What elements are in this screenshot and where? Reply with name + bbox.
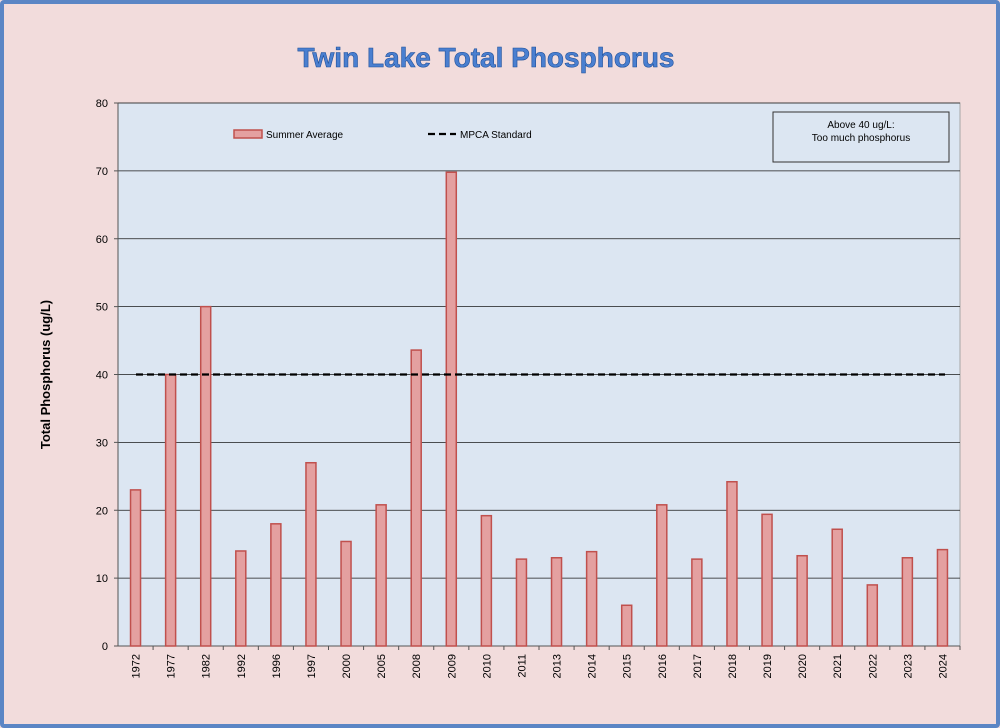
x-tick-label: 1982 bbox=[201, 654, 213, 678]
bar-2018 bbox=[726, 480, 738, 647]
y-tick-label: 0 bbox=[102, 641, 108, 653]
x-tick-label: 2024 bbox=[937, 654, 949, 678]
bar-2010 bbox=[480, 514, 493, 647]
x-tick-label: 2020 bbox=[797, 654, 809, 678]
bar-2016 bbox=[656, 504, 668, 647]
x-tick-label: 1977 bbox=[166, 654, 178, 678]
bar-2021 bbox=[831, 528, 843, 647]
y-tick-label: 40 bbox=[96, 370, 108, 382]
bar-2011 bbox=[515, 558, 528, 647]
bar-2017 bbox=[691, 558, 703, 647]
legend-swatch-summer-average bbox=[233, 129, 263, 139]
bar-2020 bbox=[796, 554, 808, 647]
bar-2009 bbox=[445, 171, 458, 647]
bar-1996 bbox=[270, 523, 282, 647]
bar-2005 bbox=[375, 504, 387, 647]
x-tick-label: 2015 bbox=[622, 654, 634, 678]
bar-2014 bbox=[585, 550, 598, 647]
x-tick-label: 1997 bbox=[306, 654, 318, 678]
y-axis-label: Total Phosphorus (ug/L) bbox=[38, 300, 53, 449]
x-tick-label: 2017 bbox=[692, 654, 704, 678]
x-tick-label: 2009 bbox=[446, 654, 458, 678]
legend-label-mpca-standard: MPCA Standard bbox=[460, 130, 532, 141]
y-tick-label: 80 bbox=[96, 98, 108, 110]
bar-1972 bbox=[129, 489, 142, 647]
x-tick-label: 2010 bbox=[481, 654, 493, 678]
x-tick-label: 2014 bbox=[587, 654, 599, 678]
bar-1997 bbox=[305, 461, 317, 647]
bar-2024 bbox=[936, 548, 949, 647]
bar-2000 bbox=[340, 540, 352, 647]
x-tick-label: 2021 bbox=[832, 654, 844, 678]
bar-1992 bbox=[235, 550, 247, 647]
x-tick-label: 1972 bbox=[131, 654, 143, 678]
x-tick-label: 2000 bbox=[341, 654, 353, 678]
y-tick-label: 60 bbox=[96, 234, 108, 246]
x-tick-label: 1992 bbox=[236, 654, 248, 678]
x-tick-label: 2005 bbox=[376, 654, 388, 678]
x-tick-label: 2019 bbox=[762, 654, 774, 678]
annotation-box bbox=[772, 111, 950, 163]
legend-label-summer-average: Summer Average bbox=[266, 130, 344, 141]
bar-2022 bbox=[866, 584, 879, 647]
bar-2023 bbox=[901, 557, 914, 647]
x-tick-label: 2023 bbox=[902, 654, 914, 678]
y-tick-label: 50 bbox=[96, 302, 108, 314]
x-tick-label: 2008 bbox=[411, 654, 423, 678]
bar-2015 bbox=[620, 604, 633, 647]
y-tick-label: 30 bbox=[96, 437, 108, 449]
x-tick-label: 2013 bbox=[552, 654, 564, 678]
x-tick-label: 2022 bbox=[867, 654, 879, 678]
y-tick-label: 10 bbox=[96, 573, 108, 585]
bar-2013 bbox=[550, 557, 563, 647]
annotation-text: Above 40 ug/L: bbox=[827, 120, 894, 131]
bar-1977 bbox=[164, 373, 177, 647]
chart-title: Twin Lake Total Phosphorus bbox=[298, 42, 675, 73]
annotation-text: Too much phosphorus bbox=[812, 133, 910, 144]
x-tick-label: 2016 bbox=[657, 654, 669, 678]
bar-2008 bbox=[410, 349, 422, 647]
bar-2019 bbox=[761, 513, 773, 647]
y-tick-label: 70 bbox=[96, 166, 108, 178]
bar-1982 bbox=[199, 305, 212, 647]
x-tick-label: 2011 bbox=[516, 654, 528, 678]
y-tick-label: 20 bbox=[96, 505, 108, 517]
x-tick-label: 1996 bbox=[271, 654, 283, 678]
x-tick-label: 2018 bbox=[727, 654, 739, 678]
